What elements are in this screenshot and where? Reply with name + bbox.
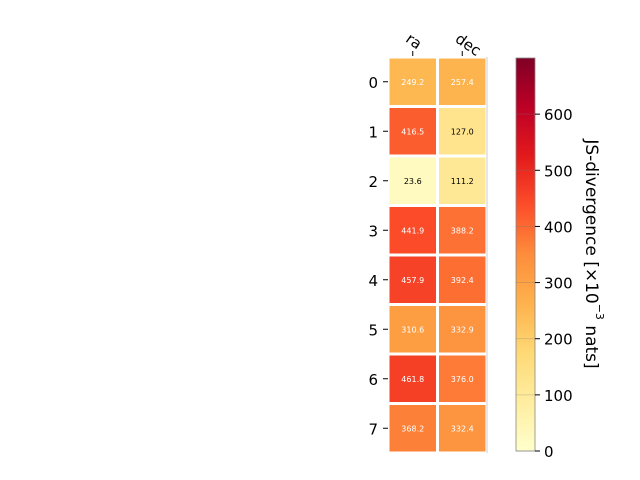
- cell-value-label: 376.0: [451, 375, 474, 384]
- cell-value-label: 23.6: [404, 177, 422, 186]
- colorbar-label-exponent: −3: [593, 304, 606, 320]
- cell-value-label: 461.8: [401, 375, 424, 384]
- y-tick-label: 7: [368, 420, 378, 438]
- heatmap-cell: [439, 355, 486, 402]
- cell-value-label: 416.5: [401, 127, 424, 136]
- colorbar-tick-label: 300: [544, 275, 573, 293]
- colorbar-tick-label: 600: [544, 106, 573, 124]
- cell-value-label: 111.2: [451, 177, 474, 186]
- y-tick-label: 5: [368, 321, 378, 339]
- colorbar-gradient: [515, 57, 536, 452]
- y-tick-label: 3: [368, 222, 378, 240]
- colorbar-tick-label: 200: [544, 331, 573, 349]
- cell-value-label: 310.6: [401, 325, 424, 334]
- colorbar-label-prefix: JS-divergence [×10: [581, 138, 601, 303]
- y-tick-label: 2: [368, 173, 378, 191]
- x-axis: ra dec: [402, 30, 484, 60]
- cell-value-label: 368.2: [401, 424, 424, 433]
- cell-value-label: 388.2: [451, 226, 474, 235]
- cell-value-label: 332.4: [451, 424, 474, 433]
- heatmap-cell: [439, 108, 486, 155]
- y-axis: 0 1 2 3 4 5 6 7: [368, 74, 388, 438]
- y-tick-label: 0: [368, 74, 378, 92]
- colorbar-tick-label: 100: [544, 387, 573, 405]
- colorbar-label: JS-divergence [×10−3 nats]: [581, 138, 606, 368]
- heatmap-cell: [389, 355, 436, 402]
- cell-value-label: 257.4: [451, 78, 474, 87]
- heatmap-cell: [389, 306, 436, 353]
- cell-value-label: 457.9: [401, 276, 424, 285]
- colorbar-label-suffix: nats]: [581, 320, 601, 369]
- heatmap-cell: [439, 405, 486, 452]
- heatmap-cell: [389, 256, 436, 303]
- cell-value-label: 441.9: [401, 226, 424, 235]
- colorbar-tick-label: 500: [544, 162, 573, 180]
- x-tick-label: ra: [402, 30, 425, 54]
- y-tick-label: 1: [368, 123, 378, 141]
- colorbar-tick-label: 0: [544, 443, 554, 461]
- colorbar: 0 100 200 300 400 500 600: [515, 57, 573, 461]
- heatmap-cell: [439, 207, 486, 254]
- heatmap-grid: 249.2 257.4 416.5 127.0 23.6 111.2 441.9 388.2 4…: [389, 57, 488, 453]
- colorbar-tick-label: 400: [544, 218, 573, 236]
- cell-value-label: 249.2: [401, 78, 424, 87]
- cell-value-label: 392.4: [451, 276, 474, 285]
- heatmap-cell: [389, 405, 436, 452]
- cell-value-label: 127.0: [451, 127, 474, 136]
- heatmap-cell: [389, 157, 436, 204]
- heatmap-cell: [439, 157, 486, 204]
- heatmap-cell: [389, 58, 436, 105]
- heatmap-cell: [439, 58, 486, 105]
- y-tick-label: 4: [368, 272, 378, 290]
- y-tick-label: 6: [368, 371, 378, 389]
- heatmap-cell: [439, 256, 486, 303]
- cell-value-label: 332.9: [451, 325, 474, 334]
- heatmap-cell: [389, 207, 436, 254]
- heatmap-cell: [439, 306, 486, 353]
- x-tick-label: dec: [452, 30, 484, 60]
- heatmap-cell: [389, 108, 436, 155]
